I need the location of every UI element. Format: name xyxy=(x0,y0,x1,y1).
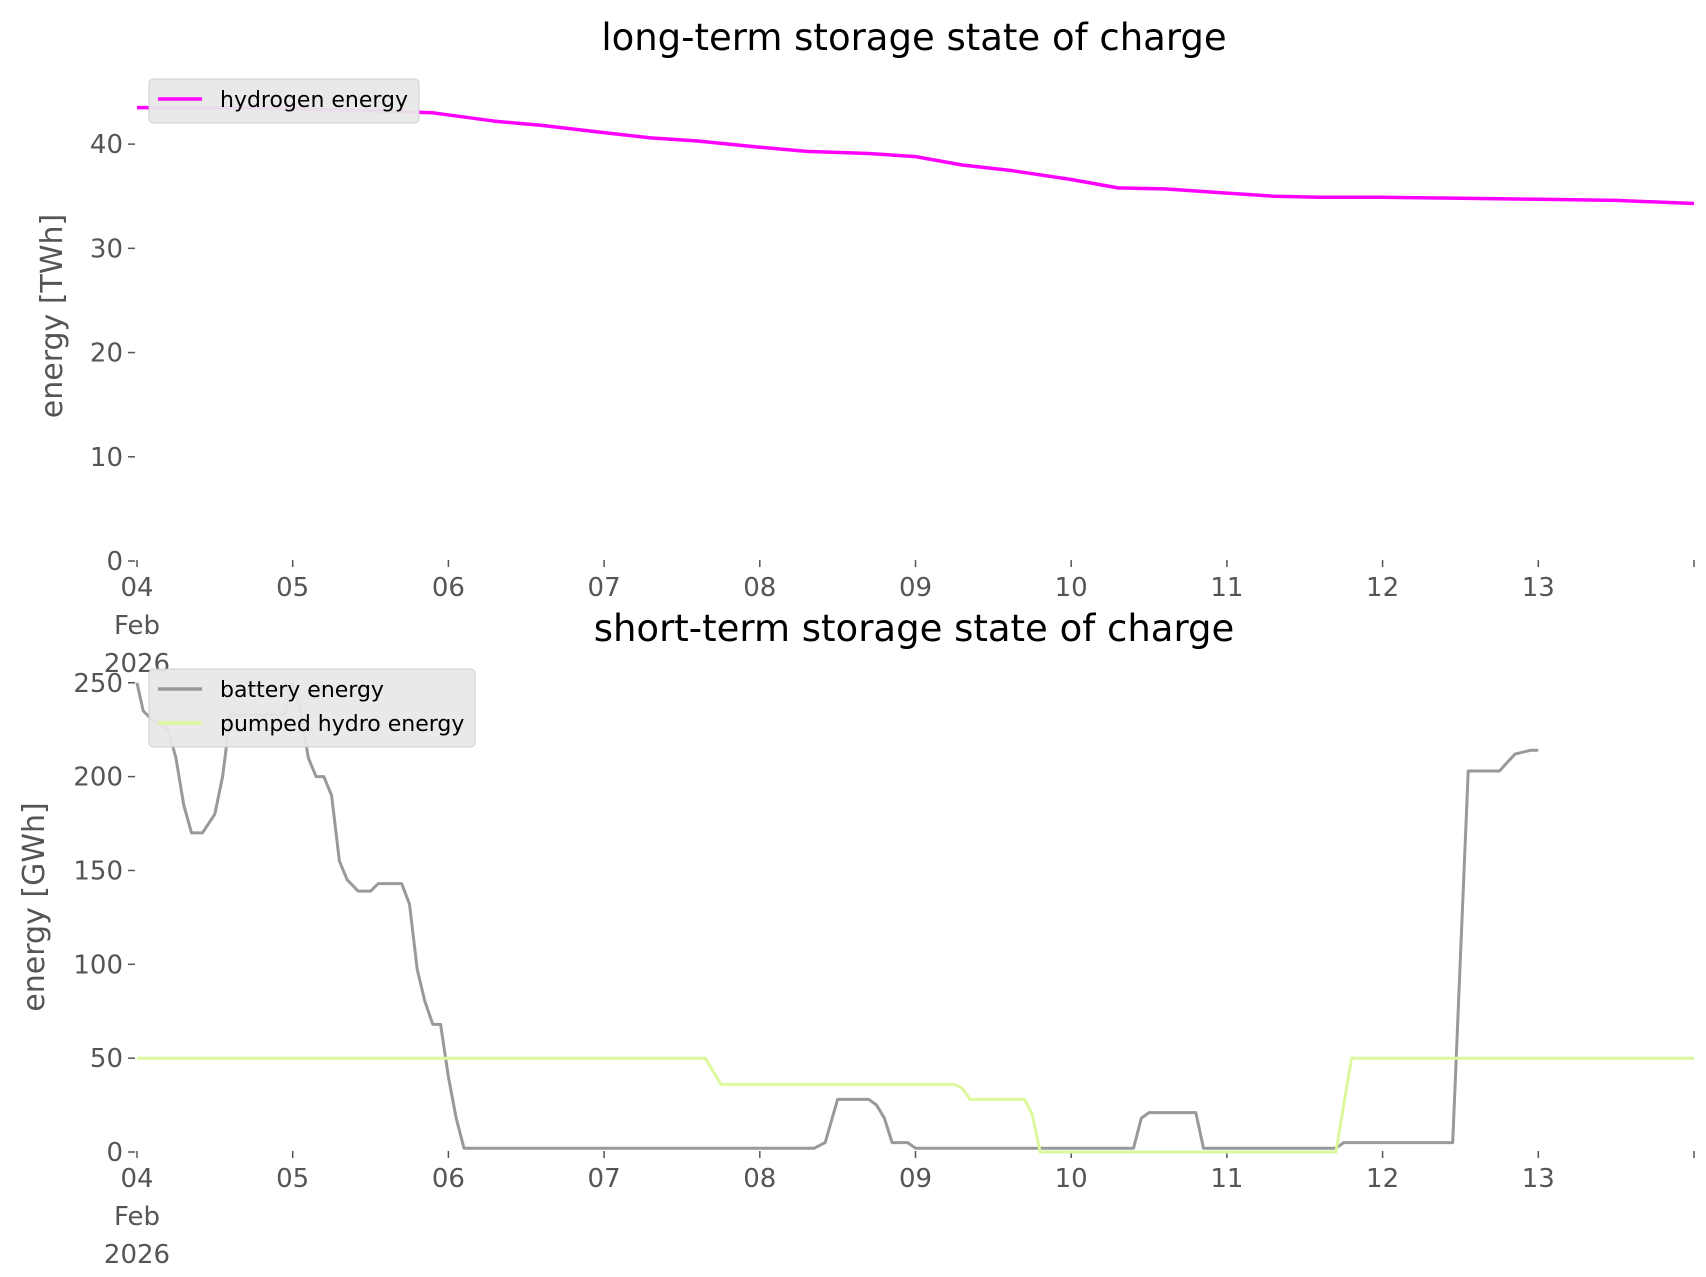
x-tick-label: 05 xyxy=(276,1164,309,1194)
x-tick-label: 09 xyxy=(899,1164,932,1194)
x-tick-label: 04 Feb 2026 xyxy=(104,1164,170,1270)
series-line xyxy=(137,1056,1694,1154)
y-tick-label: 0 xyxy=(106,1138,123,1168)
y-axis-label: energy [TWh] xyxy=(35,214,70,418)
x-tick-label: 06 xyxy=(432,573,465,603)
x-tick-label: 08 xyxy=(743,1164,776,1194)
legend: hydrogen energy xyxy=(148,78,420,124)
axis-ticks: 0 10 20 30 40 04 Feb 2026 05 06 07 08 09 10 11 12 13 xyxy=(90,130,1695,679)
x-tick-label: 10 xyxy=(1055,1164,1088,1194)
x-tick-label: 12 xyxy=(1366,573,1399,603)
chart-title: short-term storage state of charge xyxy=(594,607,1235,650)
short-term-storage-chart: short-term storage state of charge energ… xyxy=(17,607,1695,1270)
y-tick-label: 200 xyxy=(73,763,123,793)
y-tick-label: 150 xyxy=(73,856,123,886)
series-line xyxy=(137,105,1695,206)
x-tick-label: 07 xyxy=(588,573,621,603)
y-tick-label: 250 xyxy=(73,669,123,699)
series-line xyxy=(135,681,1539,1150)
x-tick-label: 12 xyxy=(1366,1164,1399,1194)
x-tick-label: 06 xyxy=(432,1164,465,1194)
x-tick-label: 13 xyxy=(1522,1164,1555,1194)
y-tick-label: 0 xyxy=(106,547,123,577)
legend-box xyxy=(148,78,420,124)
chart-title: long-term storage state of charge xyxy=(601,16,1226,59)
x-tick-label: 05 xyxy=(276,573,309,603)
long-term-storage-chart: long-term storage state of charge energy… xyxy=(35,16,1695,679)
series-lines xyxy=(137,105,1695,206)
y-tick-label: 20 xyxy=(90,339,123,369)
legend-box xyxy=(148,668,476,748)
series-lines xyxy=(135,681,1694,1154)
y-tick-label: 50 xyxy=(90,1044,123,1074)
y-tick-label: 40 xyxy=(90,130,123,160)
x-tick-label: 04 Feb 2026 xyxy=(104,573,170,679)
y-tick-label: 10 xyxy=(90,443,123,473)
x-tick-label: 10 xyxy=(1055,573,1088,603)
x-tick-label: 11 xyxy=(1210,1164,1243,1194)
x-tick-label: 13 xyxy=(1522,573,1555,603)
y-axis-label: energy [GWh] xyxy=(17,802,52,1011)
x-tick-label: 08 xyxy=(743,573,776,603)
y-tick-label: 30 xyxy=(90,234,123,264)
legend-label: hydrogen energy xyxy=(220,88,408,113)
axis-ticks: 0 50 100 150 200 250 04 Feb 2026 05 06 07 08 09 10 11 12… xyxy=(73,669,1695,1270)
x-tick-label: 11 xyxy=(1210,573,1243,603)
legend-label: pumped hydro energy xyxy=(220,712,464,737)
legend-label: battery energy xyxy=(220,678,384,703)
x-tick-label: 07 xyxy=(588,1164,621,1194)
y-tick-label: 100 xyxy=(73,950,123,980)
legend: battery energy pumped hydro energy xyxy=(148,668,476,748)
x-tick-label: 09 xyxy=(899,573,932,603)
